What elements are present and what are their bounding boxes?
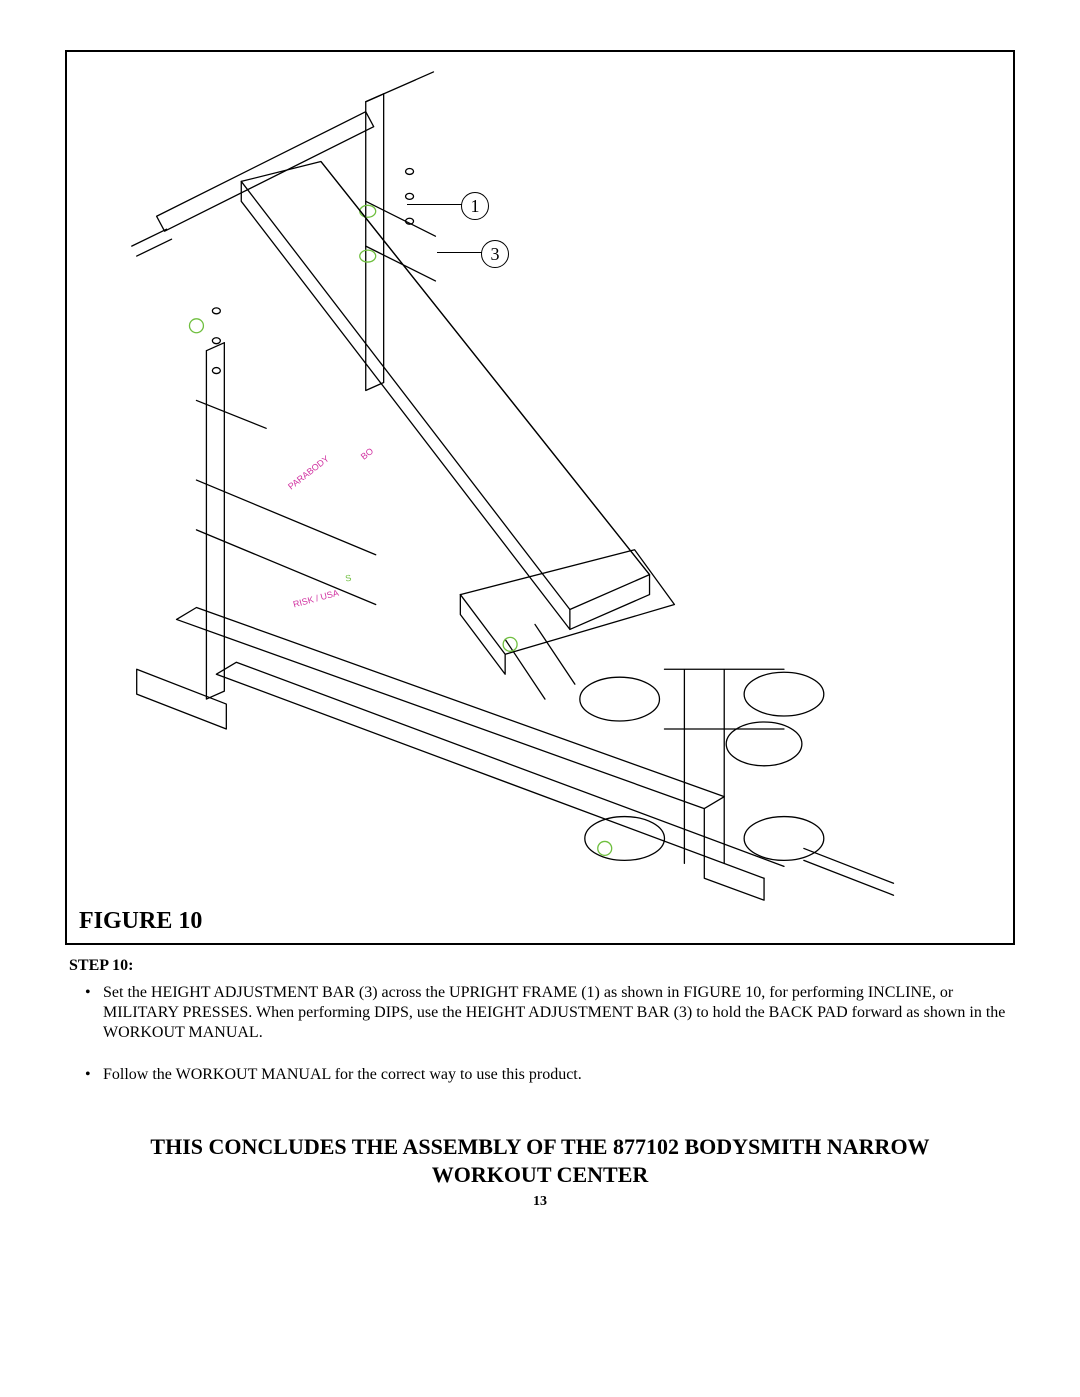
page-number: 13 bbox=[65, 1194, 1015, 1210]
callout-leader-3 bbox=[437, 252, 483, 253]
callout-1: 1 bbox=[461, 192, 489, 220]
instruction-item: Follow the WORKOUT MANUAL for the correc… bbox=[89, 1065, 1015, 1085]
figure-box: PARABODY RISK / USA BO S 1 3 FIGURE 10 bbox=[65, 50, 1015, 945]
conclusion-text: THIS CONCLUDES THE ASSEMBLY OF THE 87710… bbox=[65, 1133, 1015, 1188]
instruction-item: Set the HEIGHT ADJUSTMENT BAR (3) across… bbox=[89, 983, 1015, 1043]
label-s: S bbox=[344, 573, 352, 584]
instruction-text: Follow the WORKOUT MANUAL for the correc… bbox=[103, 1066, 582, 1083]
bench-diagram: PARABODY RISK / USA BO S bbox=[67, 52, 1013, 943]
instruction-list: Set the HEIGHT ADJUSTMENT BAR (3) across… bbox=[89, 983, 1015, 1085]
callout-3-label: 3 bbox=[491, 244, 500, 264]
callout-leader-1 bbox=[407, 204, 463, 205]
step-heading: STEP 10: bbox=[69, 957, 1015, 975]
conclusion-line-2: WORKOUT CENTER bbox=[65, 1161, 1015, 1189]
label-bo: BO bbox=[359, 446, 375, 462]
label-parabody: PARABODY bbox=[286, 453, 331, 491]
figure-caption: FIGURE 10 bbox=[79, 908, 202, 935]
callout-1-label: 1 bbox=[471, 196, 480, 216]
label-risk: RISK / USA bbox=[292, 588, 340, 610]
conclusion-line-1: THIS CONCLUDES THE ASSEMBLY OF THE 87710… bbox=[65, 1133, 1015, 1161]
instruction-text: Set the HEIGHT ADJUSTMENT BAR (3) across… bbox=[103, 984, 1005, 1041]
callout-3: 3 bbox=[481, 240, 509, 268]
manual-page: PARABODY RISK / USA BO S 1 3 FIGURE 10 S… bbox=[0, 0, 1080, 1397]
